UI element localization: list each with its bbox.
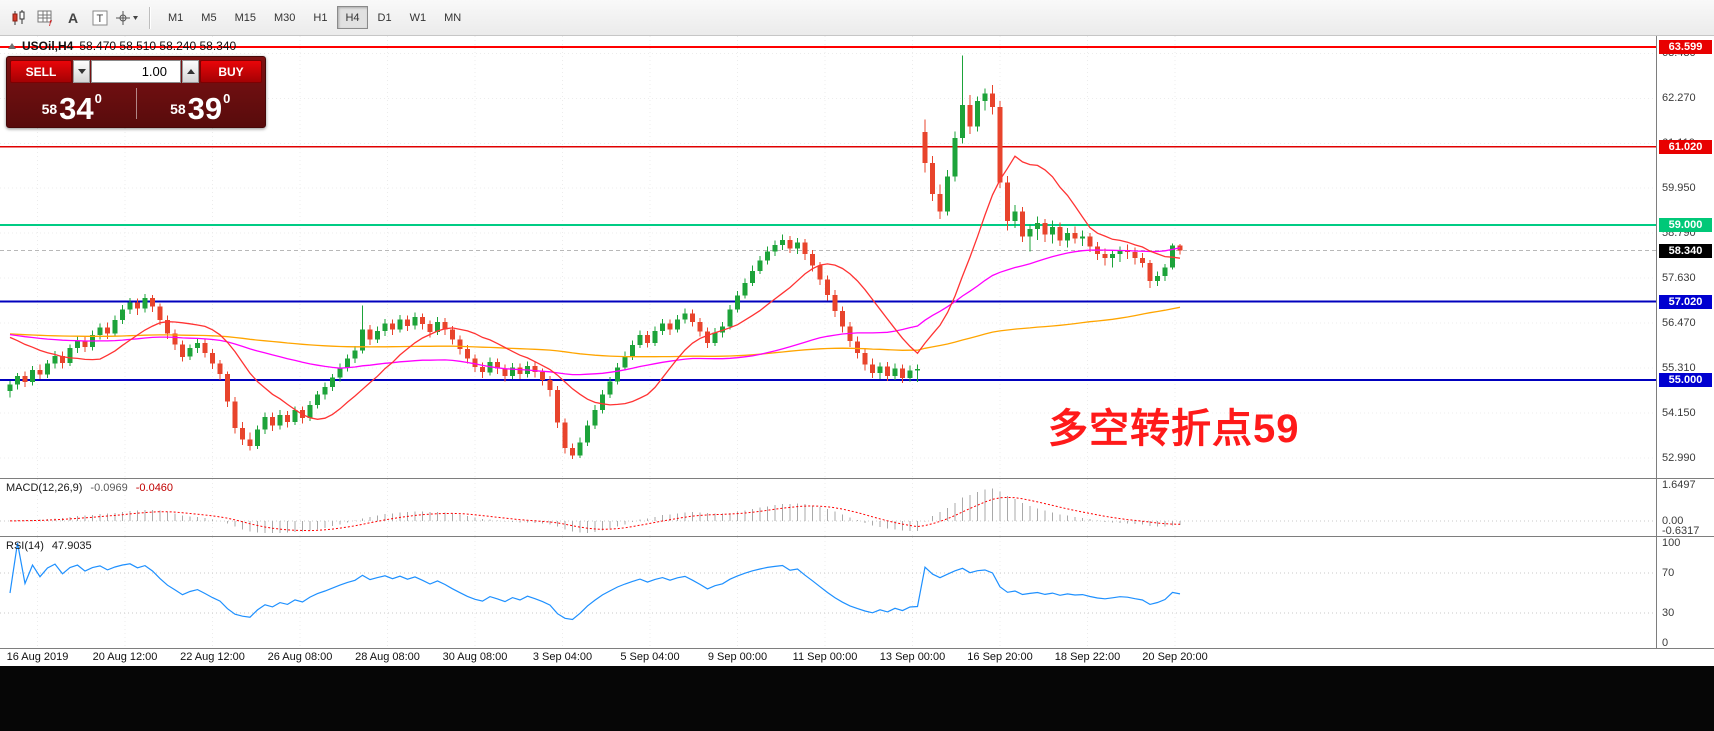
price-tick: 55.310 — [1662, 361, 1696, 374]
buy-price-display[interactable]: 58 39 0 — [139, 83, 263, 124]
price-level-badge: 58.340 — [1659, 243, 1712, 258]
macd-name: MACD(12,26,9) — [6, 482, 83, 494]
price-axis: 63.43062.27061.11059.95058.79057.63056.4… — [1656, 36, 1714, 478]
timeframe-toolbar: M1 M5 M15 M30 H1 H4 D1 W1 MN — [159, 6, 470, 29]
buy-button[interactable]: BUY — [200, 60, 262, 83]
svg-text:f: f — [49, 19, 52, 26]
macd-chart[interactable] — [0, 479, 1656, 537]
macd-axis-tick: 1.6497 — [1662, 479, 1696, 492]
price-chart-panel: 63.43062.27061.11059.95058.79057.63056.4… — [0, 36, 1714, 478]
text-tool-icon[interactable]: T — [86, 5, 113, 31]
rsi-axis-tick: 70 — [1662, 567, 1675, 579]
macd-panel: 1.6497 0.00 -0.6317 MACD(12,26,9) -0.0969 … — [0, 478, 1714, 537]
rsi-label: RSI(14) 47.9035 — [6, 540, 92, 552]
candlestick-chart-icon[interactable] — [5, 5, 32, 31]
timeframe-m1[interactable]: M1 — [160, 6, 191, 29]
volume-dropdown-button[interactable] — [73, 60, 90, 83]
sell-price-int: 58 — [41, 101, 58, 117]
rsi-chart[interactable] — [0, 537, 1656, 649]
time-label: 13 Sep 00:00 — [879, 651, 946, 663]
crosshair-tool-icon[interactable] — [113, 5, 140, 31]
rsi-value: 47.9035 — [51, 540, 92, 552]
price-tick: 57.630 — [1662, 272, 1696, 285]
timeframe-m5[interactable]: M5 — [193, 6, 224, 29]
timeframe-h1[interactable]: H1 — [305, 6, 335, 29]
macd-label: MACD(12,26,9) -0.0969 -0.0460 — [6, 482, 173, 494]
price-level-badge: 61.020 — [1659, 139, 1712, 154]
time-label: 3 Sep 04:00 — [532, 651, 593, 663]
price-level-badge: 59.000 — [1659, 218, 1712, 233]
sell-price-pipette: 0 — [94, 91, 102, 106]
volume-up-button[interactable] — [182, 60, 199, 83]
time-label: 16 Aug 2019 — [6, 651, 69, 663]
timeframe-m15[interactable]: M15 — [227, 6, 264, 29]
price-tick: 52.990 — [1662, 451, 1696, 464]
trade-prices-row: 58 34 0 58 39 0 — [10, 83, 262, 124]
macd-axis-tick: 0.00 — [1662, 514, 1684, 527]
price-tick: 62.270 — [1662, 92, 1696, 105]
sell-button[interactable]: SELL — [10, 60, 72, 83]
rsi-axis-tick: 100 — [1662, 537, 1681, 549]
price-level-badge: 63.599 — [1659, 39, 1712, 54]
volume-input[interactable] — [91, 60, 181, 83]
ohlc-values: 58.470 58.510 58.240 58.340 — [79, 39, 237, 53]
price-tick: 59.950 — [1662, 182, 1696, 195]
bottom-strip — [0, 666, 1714, 731]
time-label: 9 Sep 00:00 — [707, 651, 768, 663]
rsi-name: RSI(14) — [6, 540, 44, 552]
trade-controls-row: SELL BUY — [10, 60, 262, 83]
chart-annotation: 多空转折点59 — [1048, 407, 1300, 451]
timeframe-h4[interactable]: H4 — [337, 6, 368, 29]
time-label: 30 Aug 08:00 — [442, 651, 508, 663]
indicators-grid-icon[interactable]: f — [32, 5, 59, 31]
buy-price-pips: 39 — [187, 90, 223, 126]
one-click-toggle-icon[interactable] — [8, 43, 16, 49]
rsi-axis: 100 70 30 0 — [1656, 537, 1714, 649]
sell-price-display[interactable]: 58 34 0 — [10, 83, 134, 124]
price-tick: 54.150 — [1662, 406, 1696, 419]
rsi-axis-tick: 30 — [1662, 607, 1675, 619]
macd-axis-tick: -0.6317 — [1662, 525, 1700, 537]
time-label: 16 Sep 20:00 — [967, 651, 1033, 663]
font-a-icon[interactable]: A — [59, 5, 86, 31]
chevron-down-icon — [77, 69, 86, 74]
rsi-panel: 100 70 30 0 RSI(14) 47.9035 — [0, 536, 1714, 649]
time-label: 11 Sep 00:00 — [792, 651, 858, 663]
buy-price-pipette: 0 — [223, 91, 231, 106]
symbol-header: USOil,H4 58.470 58.510 58.240 58.340 — [8, 39, 236, 53]
svg-text:T: T — [96, 13, 103, 25]
candlestick-chart[interactable] — [0, 36, 1656, 478]
timeframe-w1[interactable]: W1 — [402, 6, 435, 29]
time-label: 5 Sep 04:00 — [620, 651, 680, 663]
macd-main-value: -0.0969 — [90, 482, 128, 494]
rsi-axis-tick: 0 — [1662, 637, 1669, 649]
price-level-badge: 55.000 — [1659, 372, 1712, 387]
time-label: 20 Sep 20:00 — [1142, 651, 1208, 663]
time-label: 26 Aug 08:00 — [267, 651, 333, 663]
macd-axis: 1.6497 0.00 -0.6317 — [1656, 479, 1714, 537]
sell-price-pips: 34 — [59, 90, 94, 126]
timeframe-m30[interactable]: M30 — [266, 6, 303, 29]
buy-price-int: 58 — [170, 101, 186, 117]
time-label: 20 Aug 12:00 — [92, 651, 158, 663]
price-level-badge: 57.020 — [1659, 294, 1712, 309]
price-tick: 56.470 — [1662, 317, 1696, 330]
timeframe-mn[interactable]: MN — [436, 6, 469, 29]
chevron-up-icon — [186, 69, 195, 74]
time-label: 18 Sep 22:00 — [1054, 651, 1121, 663]
time-label: 28 Aug 08:00 — [355, 651, 420, 663]
symbol-name: USOil,H4 — [22, 39, 74, 53]
one-click-trading-panel: SELL BUY 58 34 0 58 39 0 — [6, 56, 266, 128]
price-divider — [135, 88, 137, 119]
toolbar-separator — [149, 6, 150, 29]
time-label: 22 Aug 12:00 — [180, 651, 245, 663]
main-toolbar: f A T M1 M5 M15 M30 H1 H4 D1 W1 MN — [0, 0, 1714, 36]
timeframe-d1[interactable]: D1 — [370, 6, 400, 29]
svg-text:A: A — [68, 10, 78, 26]
time-axis: 16 Aug 2019 20 Aug 12:00 22 Aug 12:00 26 Au… — [0, 648, 1714, 666]
macd-signal-value: -0.0460 — [135, 482, 174, 494]
